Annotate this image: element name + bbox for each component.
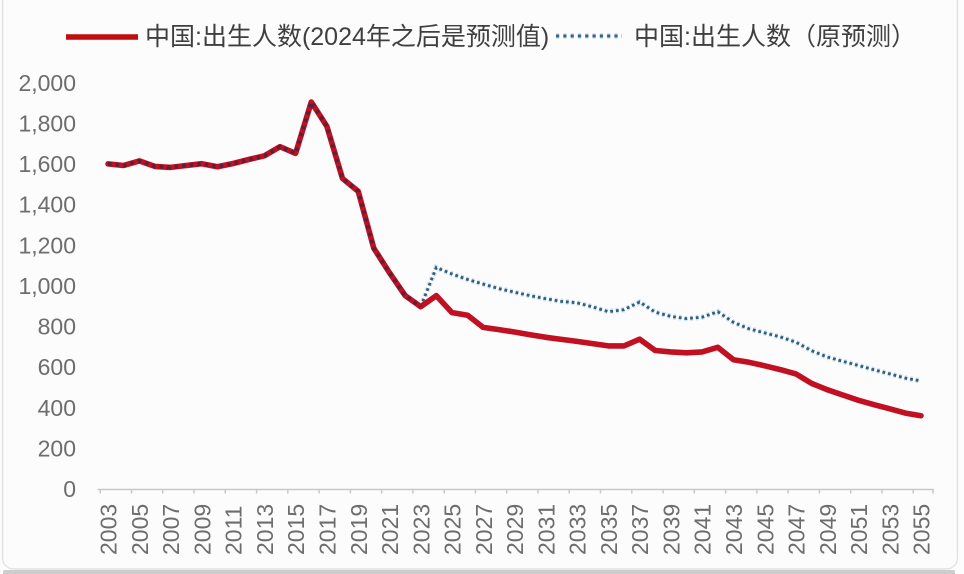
svg-text:2021: 2021 [377,504,403,555]
svg-text:800: 800 [38,314,76,340]
svg-text:2045: 2045 [752,504,778,555]
svg-text:2033: 2033 [565,504,591,555]
svg-text:2017: 2017 [315,504,341,555]
svg-text:2051: 2051 [846,504,872,555]
svg-text:2035: 2035 [596,504,622,555]
svg-text:2031: 2031 [533,504,559,555]
svg-text:中国:出生人数(2024年之后是预测值): 中国:出生人数(2024年之后是预测值) [145,23,549,51]
svg-text:2019: 2019 [346,504,372,555]
svg-text:2049: 2049 [815,504,841,555]
svg-text:1,400: 1,400 [18,192,76,218]
svg-text:1,200: 1,200 [18,232,76,258]
svg-text:2025: 2025 [440,504,466,555]
svg-text:0: 0 [63,476,76,502]
svg-text:2015: 2015 [283,504,309,555]
svg-text:2041: 2041 [690,504,716,555]
svg-text:2,000: 2,000 [18,70,76,96]
svg-text:2043: 2043 [721,504,747,555]
svg-text:2029: 2029 [502,504,528,555]
svg-text:1,600: 1,600 [18,151,76,177]
svg-text:200: 200 [38,435,76,461]
svg-text:2023: 2023 [408,504,434,555]
svg-text:2011: 2011 [221,506,247,555]
svg-text:2053: 2053 [877,504,903,555]
svg-text:2027: 2027 [471,504,497,555]
svg-text:2003: 2003 [96,504,122,555]
svg-text:2013: 2013 [252,504,278,555]
svg-text:600: 600 [38,354,76,380]
svg-text:2047: 2047 [784,504,810,555]
svg-text:中国:出生人数（原预测）: 中国:出生人数（原预测） [634,23,916,51]
svg-text:2007: 2007 [158,504,184,555]
svg-text:400: 400 [38,395,76,421]
svg-text:2037: 2037 [627,504,653,555]
svg-text:2005: 2005 [127,504,153,555]
svg-text:1,800: 1,800 [18,111,76,137]
svg-text:2039: 2039 [659,504,685,555]
svg-text:2055: 2055 [909,504,935,555]
svg-text:1,000: 1,000 [18,273,76,299]
svg-text:2009: 2009 [189,504,215,555]
